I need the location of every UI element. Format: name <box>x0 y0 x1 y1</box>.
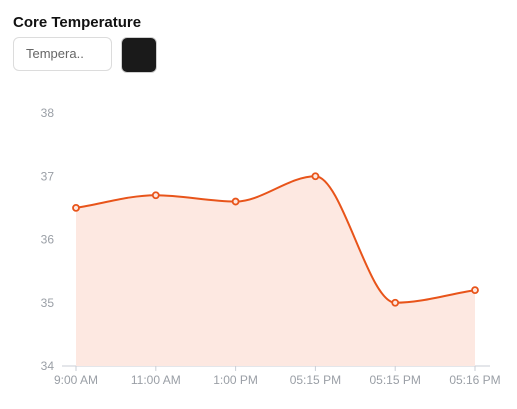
data-point <box>72 203 80 212</box>
y-tick-label: 38 <box>41 106 55 120</box>
x-tick-label: 11:00 AM <box>131 373 181 387</box>
data-point <box>311 172 320 181</box>
color-swatch-button[interactable] <box>121 37 157 73</box>
y-tick-label: 34 <box>41 359 55 373</box>
chart-title: Core Temperature <box>13 14 142 31</box>
data-point <box>471 286 479 295</box>
series-line <box>75 175 476 304</box>
series-area <box>76 176 475 366</box>
data-point <box>151 191 160 200</box>
x-tick-label: 05:15 PM <box>370 373 421 387</box>
temperature-input[interactable]: Tempera.. <box>13 37 112 71</box>
x-tick-label: 05:15 PM <box>290 373 341 387</box>
data-point <box>231 197 240 206</box>
x-tick-label: 1:00 PM <box>213 373 258 387</box>
y-tick-label: 37 <box>41 169 55 183</box>
y-tick-label: 36 <box>41 233 55 247</box>
y-axis: 34 35 36 37 38 <box>41 106 55 373</box>
x-tick-label: 05:16 PM <box>449 373 500 387</box>
y-tick-label: 35 <box>41 296 55 310</box>
x-axis: 9:00 AM 11:00 AM 1:00 PM 05:15 PM 05:15 PM 05… <box>54 365 501 387</box>
data-point <box>391 298 400 307</box>
x-tick-label: 9:00 AM <box>54 373 98 387</box>
plot-area <box>72 172 479 366</box>
